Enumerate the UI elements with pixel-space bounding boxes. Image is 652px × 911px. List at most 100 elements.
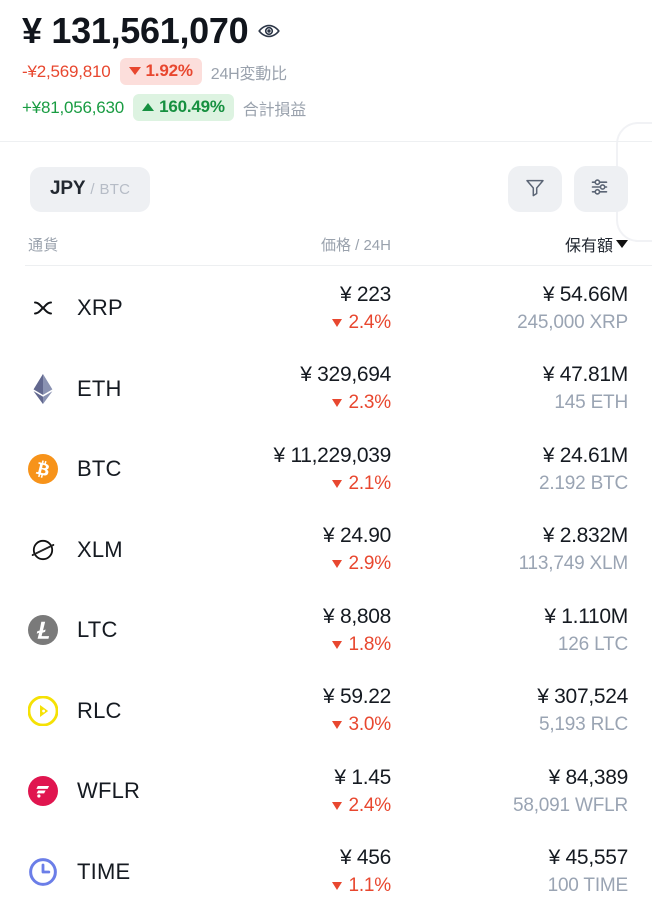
asset-holdings-cell: ¥ 54.66M 245,000 XRP [413,283,628,334]
asset-symbol: ETH [77,375,122,401]
wflr-coin-icon [28,776,58,807]
asset-quantity: 113,749 XLM [518,553,629,575]
total-pnl-badge: 160.49% [133,94,234,122]
triangle-down-icon [332,479,343,488]
asset-price-cell: ¥ 1.45 2.4% [218,766,413,817]
asset-price-cell: ¥ 24.90 2.9% [218,524,413,575]
column-header-price-period: 24H [363,236,391,254]
table-row[interactable]: RLC ¥ 59.22 3.0% ¥ 307,524 5,193 RLC [0,671,652,752]
sliders-settings-icon [589,175,613,204]
asset-change-value: 1.1% [348,875,391,897]
funnel-filter-icon [523,175,547,204]
rlc-coin-icon [28,695,58,726]
asset-price: ¥ 456 [339,846,391,870]
time-coin-icon [28,857,58,887]
asset-change-value: 3.0% [348,714,391,736]
asset-symbol: TIME [77,858,131,884]
asset-identity: XRP [28,293,218,323]
unit-active-label: JPY [50,177,86,199]
asset-price: ¥ 1.45 [334,765,391,789]
triangle-down-icon [332,801,343,810]
asset-price: ¥ 59.22 [323,685,391,709]
table-row[interactable]: TIME ¥ 456 1.1% ¥ 45,557 100 TIME [0,832,652,911]
eye-icon[interactable] [257,19,281,48]
asset-identity: RLC [28,695,218,726]
total-pnl-percent: 160.49% [159,97,225,117]
currency-unit-toggle[interactable]: JPY / BTC [30,166,151,212]
table-row[interactable]: WFLR ¥ 1.45 2.4% ¥ 84,389 58,091 WFLR [0,751,652,832]
total-balance-amount: ¥ 131,561,070 [22,10,249,51]
asset-change: 1.1% [218,875,391,897]
asset-price-cell: ¥ 329,694 2.3% [218,363,413,414]
asset-quantity: 2.192 BTC [538,472,628,494]
column-headers: 通貨 価格 / 24H 保有額 [0,228,652,260]
asset-symbol: BTC [77,456,122,482]
sort-descending-icon [616,240,628,248]
table-row[interactable]: LTC ¥ 8,808 1.8% ¥ 1.110M 126 LTC [0,590,652,671]
asset-holdings-cell: ¥ 1.110M 126 LTC [413,605,628,656]
asset-change: 1.8% [218,634,391,656]
asset-change-value: 2.3% [348,392,391,414]
change-24h-badge: 1.92% [119,58,202,86]
column-header-price-sep: / [355,236,360,254]
change-24h-percent: 1.92% [145,61,193,81]
asset-change: 3.0% [218,714,391,736]
asset-symbol: WFLR [77,778,141,804]
triangle-down-icon [332,560,343,569]
asset-change: 2.9% [218,553,391,575]
asset-change-value: 2.1% [348,472,391,494]
triangle-up-icon [142,103,155,112]
eth-coin-icon [28,373,58,404]
asset-change: 2.4% [218,795,391,817]
asset-price-cell: ¥ 8,808 1.8% [218,605,413,656]
asset-identity: TIME [28,857,218,887]
xrp-coin-icon [28,293,58,323]
asset-price: ¥ 11,229,039 [273,443,392,467]
asset-quantity: 5,193 RLC [538,714,628,736]
triangle-down-icon [332,399,343,408]
asset-change-value: 1.8% [348,633,391,655]
asset-price-cell: ¥ 456 1.1% [218,846,413,897]
asset-list: XRP ¥ 223 2.4% ¥ 54.66M 245,000 XRP [0,268,652,911]
asset-identity: LTC [28,615,218,646]
asset-identity: XLM [28,535,218,565]
asset-identity: WFLR [28,776,218,807]
asset-holdings-cell: ¥ 84,389 58,091 WFLR [413,766,628,817]
filter-button[interactable] [508,166,562,212]
asset-price-cell: ¥ 223 2.4% [218,283,413,334]
triangle-down-icon [332,318,343,327]
asset-symbol: XLM [77,536,123,562]
triangle-down-icon [128,67,141,76]
settings-button[interactable] [574,166,628,212]
asset-symbol: LTC [77,617,118,643]
triangle-down-icon [332,721,343,730]
asset-value: ¥ 47.81M [542,363,628,387]
column-header-currency[interactable]: 通貨 [28,236,59,254]
asset-change-value: 2.4% [348,311,391,333]
list-top-divider [25,265,652,266]
column-header-price[interactable]: 価格 / 24H [59,234,413,255]
column-header-holdings[interactable]: 保有額 [413,232,628,256]
asset-holdings-cell: ¥ 2.832M 113,749 XLM [413,524,629,575]
asset-price-cell: ¥ 11,229,039 2.1% [218,444,413,495]
table-row[interactable]: ETH ¥ 329,694 2.3% ¥ 47.81M 145 ETH [0,349,652,430]
asset-price: ¥ 329,694 [300,363,391,387]
asset-price: ¥ 223 [339,282,391,306]
asset-value: ¥ 45,557 [548,846,629,870]
unit-inactive-label: BTC [99,180,131,198]
total-balance-row: ¥ 131,561,070 [22,10,652,52]
asset-holdings-cell: ¥ 24.61M 2.192 BTC [413,444,628,495]
table-row[interactable]: XRP ¥ 223 2.4% ¥ 54.66M 245,000 XRP [0,268,652,349]
xlm-coin-icon [28,535,58,565]
asset-value: ¥ 307,524 [537,685,628,709]
table-row[interactable]: XLM ¥ 24.90 2.9% ¥ 2.832M 113,749 XLM [0,510,652,591]
table-row[interactable]: BTC ¥ 11,229,039 2.1% ¥ 24.61M 2.192 BTC [0,429,652,510]
change-24h-row: -¥2,569,810 1.92% 24H変動比 [22,58,652,86]
asset-symbol: RLC [77,697,122,723]
asset-value: ¥ 24.61M [542,443,628,467]
asset-symbol: XRP [77,295,123,321]
asset-change-value: 2.9% [348,553,391,575]
asset-quantity: 245,000 XRP [517,311,628,333]
asset-price: ¥ 24.90 [323,524,391,548]
